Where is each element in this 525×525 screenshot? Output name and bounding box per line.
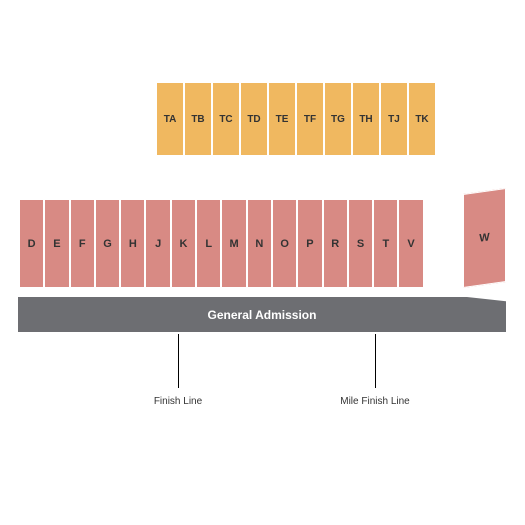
marker-line xyxy=(375,334,376,388)
upper-section[interactable]: TE xyxy=(268,82,296,156)
lower-section-label: L xyxy=(205,238,212,250)
upper-section[interactable]: TG xyxy=(324,82,352,156)
upper-section[interactable]: TC xyxy=(212,82,240,156)
upper-section-label: TJ xyxy=(388,114,400,125)
upper-section[interactable]: TH xyxy=(352,82,380,156)
lower-section[interactable]: D xyxy=(19,199,44,288)
upper-section-label: TB xyxy=(191,114,204,125)
lower-section[interactable]: M xyxy=(221,199,246,288)
general-admission-bar[interactable]: General Admission xyxy=(18,297,506,332)
lower-section[interactable]: K xyxy=(171,199,196,288)
section-w-label: W xyxy=(479,231,489,244)
upper-section-label: TD xyxy=(247,114,260,125)
lower-section[interactable]: H xyxy=(120,199,145,288)
lower-section-label: G xyxy=(103,238,112,250)
upper-section-label: TH xyxy=(359,114,372,125)
lower-section[interactable]: R xyxy=(323,199,348,288)
marker-label: Finish Line xyxy=(154,396,202,407)
lower-section-label: N xyxy=(255,238,263,250)
upper-section[interactable]: TF xyxy=(296,82,324,156)
lower-section[interactable]: J xyxy=(145,199,170,288)
lower-section[interactable]: F xyxy=(70,199,95,288)
lower-section-label: P xyxy=(306,238,313,250)
upper-section[interactable]: TA xyxy=(156,82,184,156)
lower-section-label: F xyxy=(79,238,86,250)
lower-section-label: O xyxy=(280,238,289,250)
lower-section-label: J xyxy=(155,238,161,250)
upper-section-row: TA TB TC TD TE TF TG TH TJ TK xyxy=(156,82,436,156)
upper-section-label: TK xyxy=(415,114,428,125)
upper-section[interactable]: TK xyxy=(408,82,436,156)
lower-section[interactable]: T xyxy=(373,199,398,288)
lower-section[interactable]: N xyxy=(247,199,272,288)
upper-section-label: TE xyxy=(276,114,289,125)
lower-section-label: M xyxy=(229,238,238,250)
lower-section[interactable]: E xyxy=(44,199,69,288)
upper-section-label: TG xyxy=(331,114,345,125)
lower-section-label: H xyxy=(129,238,137,250)
lower-section[interactable]: G xyxy=(95,199,120,288)
lower-section-label: S xyxy=(357,238,364,250)
marker-label: Mile Finish Line xyxy=(340,396,409,407)
lower-section-row: DEFGHJKLMNOPRSTV xyxy=(19,199,424,288)
seating-chart: TATBTCTDTETFTGTHTJTK DEFGHJKLMNOPRSTV W … xyxy=(0,0,525,525)
upper-section[interactable]: TD xyxy=(240,82,268,156)
section-w[interactable]: W xyxy=(463,188,506,288)
lower-section[interactable]: S xyxy=(348,199,373,288)
lower-section-label: V xyxy=(407,238,414,250)
lower-section[interactable]: O xyxy=(272,199,297,288)
lower-section[interactable]: P xyxy=(297,199,322,288)
lower-section-label: R xyxy=(331,238,339,250)
lower-section-label: E xyxy=(53,238,60,250)
lower-section-label: T xyxy=(382,238,389,250)
upper-section[interactable]: TB xyxy=(184,82,212,156)
upper-section-label: TA xyxy=(164,114,177,125)
upper-section-label: TC xyxy=(219,114,232,125)
ga-label: General Admission xyxy=(208,308,317,322)
upper-section-label: TF xyxy=(304,114,316,125)
lower-section-label: D xyxy=(28,238,36,250)
upper-section[interactable]: TJ xyxy=(380,82,408,156)
lower-section[interactable]: V xyxy=(398,199,423,288)
marker-line xyxy=(178,334,179,388)
lower-section[interactable]: L xyxy=(196,199,221,288)
lower-section-label: K xyxy=(179,238,187,250)
